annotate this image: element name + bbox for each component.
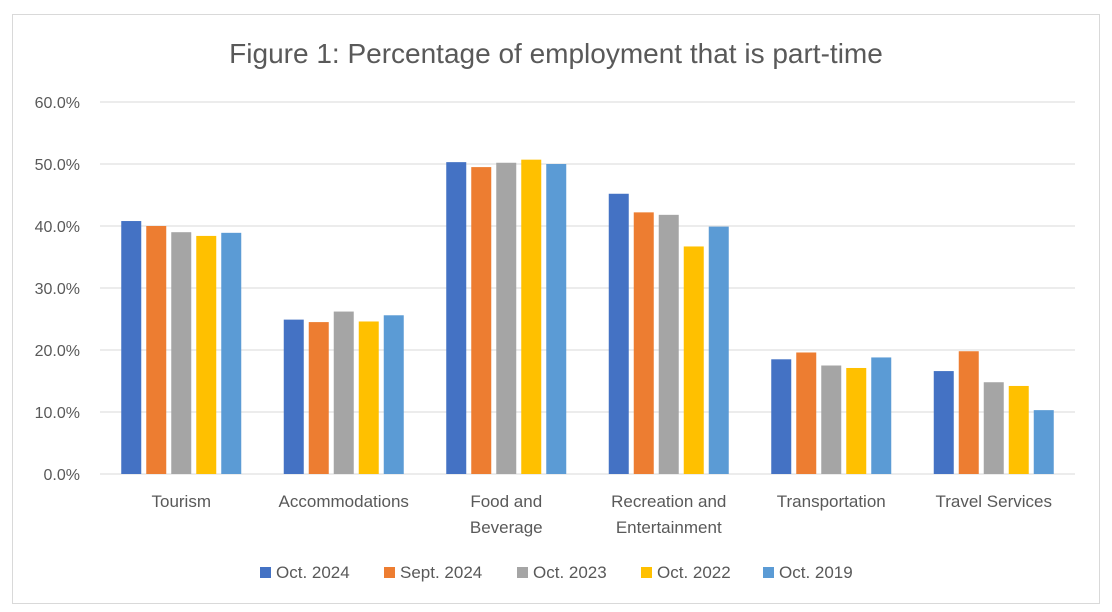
bar <box>821 365 842 474</box>
bar <box>608 193 629 474</box>
bar <box>521 159 542 474</box>
bar <box>708 226 729 474</box>
legend-label: Oct. 2019 <box>779 563 853 582</box>
y-tick-label: 40.0% <box>35 219 80 236</box>
y-tick-label: 50.0% <box>35 157 80 174</box>
x-category-label: Transportation <box>777 492 886 511</box>
x-category-label: Tourism <box>151 492 211 511</box>
chart-title: Figure 1: Percentage of employment that … <box>229 38 883 69</box>
bar <box>846 367 867 474</box>
bar <box>658 214 679 474</box>
legend-swatch <box>517 567 528 578</box>
y-axis-ticks: 0.0% 10.0% 20.0% 30.0% 40.0% 50.0% 60.0% <box>35 95 80 484</box>
bar <box>446 162 467 474</box>
bar <box>308 322 329 474</box>
bar <box>196 235 217 474</box>
bar <box>471 167 492 474</box>
y-tick-label: 10.0% <box>35 405 80 422</box>
bar <box>146 226 167 474</box>
bar <box>1033 410 1054 474</box>
bar <box>496 162 517 474</box>
bar <box>633 212 654 475</box>
bar <box>546 164 567 474</box>
legend-label: Sept. 2024 <box>400 563 482 582</box>
bar <box>283 319 304 474</box>
gridlines <box>100 101 1075 475</box>
bar <box>871 357 892 474</box>
bar <box>683 246 704 474</box>
bar <box>171 232 192 474</box>
x-category-label: Travel Services <box>935 492 1052 511</box>
y-tick-label: 0.0% <box>44 467 80 484</box>
y-tick-label: 60.0% <box>35 95 80 112</box>
x-category-label: Accommodations <box>279 492 409 511</box>
y-tick-label: 20.0% <box>35 343 80 360</box>
bar <box>358 321 379 474</box>
bar <box>771 359 792 474</box>
bar <box>933 371 954 474</box>
bar <box>121 221 142 474</box>
legend-swatch <box>641 567 652 578</box>
bars <box>121 159 1054 475</box>
legend-swatch <box>260 567 271 578</box>
y-tick-label: 30.0% <box>35 281 80 298</box>
bar <box>958 351 979 474</box>
legend-swatch <box>763 567 774 578</box>
legend: Oct. 2024 Sept. 2024 Oct. 2023 Oct. 2022 Oct… <box>260 563 853 582</box>
bar <box>383 315 404 474</box>
bar <box>333 311 354 474</box>
bar <box>796 352 817 474</box>
legend-swatch <box>384 567 395 578</box>
legend-label: Oct. 2023 <box>533 563 607 582</box>
bar <box>221 232 242 474</box>
bar <box>983 382 1004 474</box>
x-category-label: Recreation and Entertainment <box>611 492 726 537</box>
x-axis-categories: Tourism Accommodations Food and Beverage Rec… <box>151 492 1052 537</box>
legend-label: Oct. 2022 <box>657 563 731 582</box>
legend-label: Oct. 2024 <box>276 563 350 582</box>
x-category-label: Food and Beverage <box>470 492 543 537</box>
bar <box>1008 385 1029 474</box>
